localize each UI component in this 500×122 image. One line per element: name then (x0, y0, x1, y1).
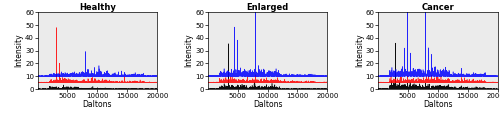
Title: Cancer: Cancer (421, 3, 454, 12)
Y-axis label: Intensity: Intensity (184, 34, 194, 67)
Y-axis label: Intensity: Intensity (355, 34, 364, 67)
Y-axis label: Intensity: Intensity (14, 34, 24, 67)
Title: Healthy: Healthy (79, 3, 116, 12)
X-axis label: Daltons: Daltons (423, 100, 452, 109)
X-axis label: Daltons: Daltons (253, 100, 282, 109)
Title: Enlarged: Enlarged (246, 3, 288, 12)
X-axis label: Daltons: Daltons (82, 100, 112, 109)
